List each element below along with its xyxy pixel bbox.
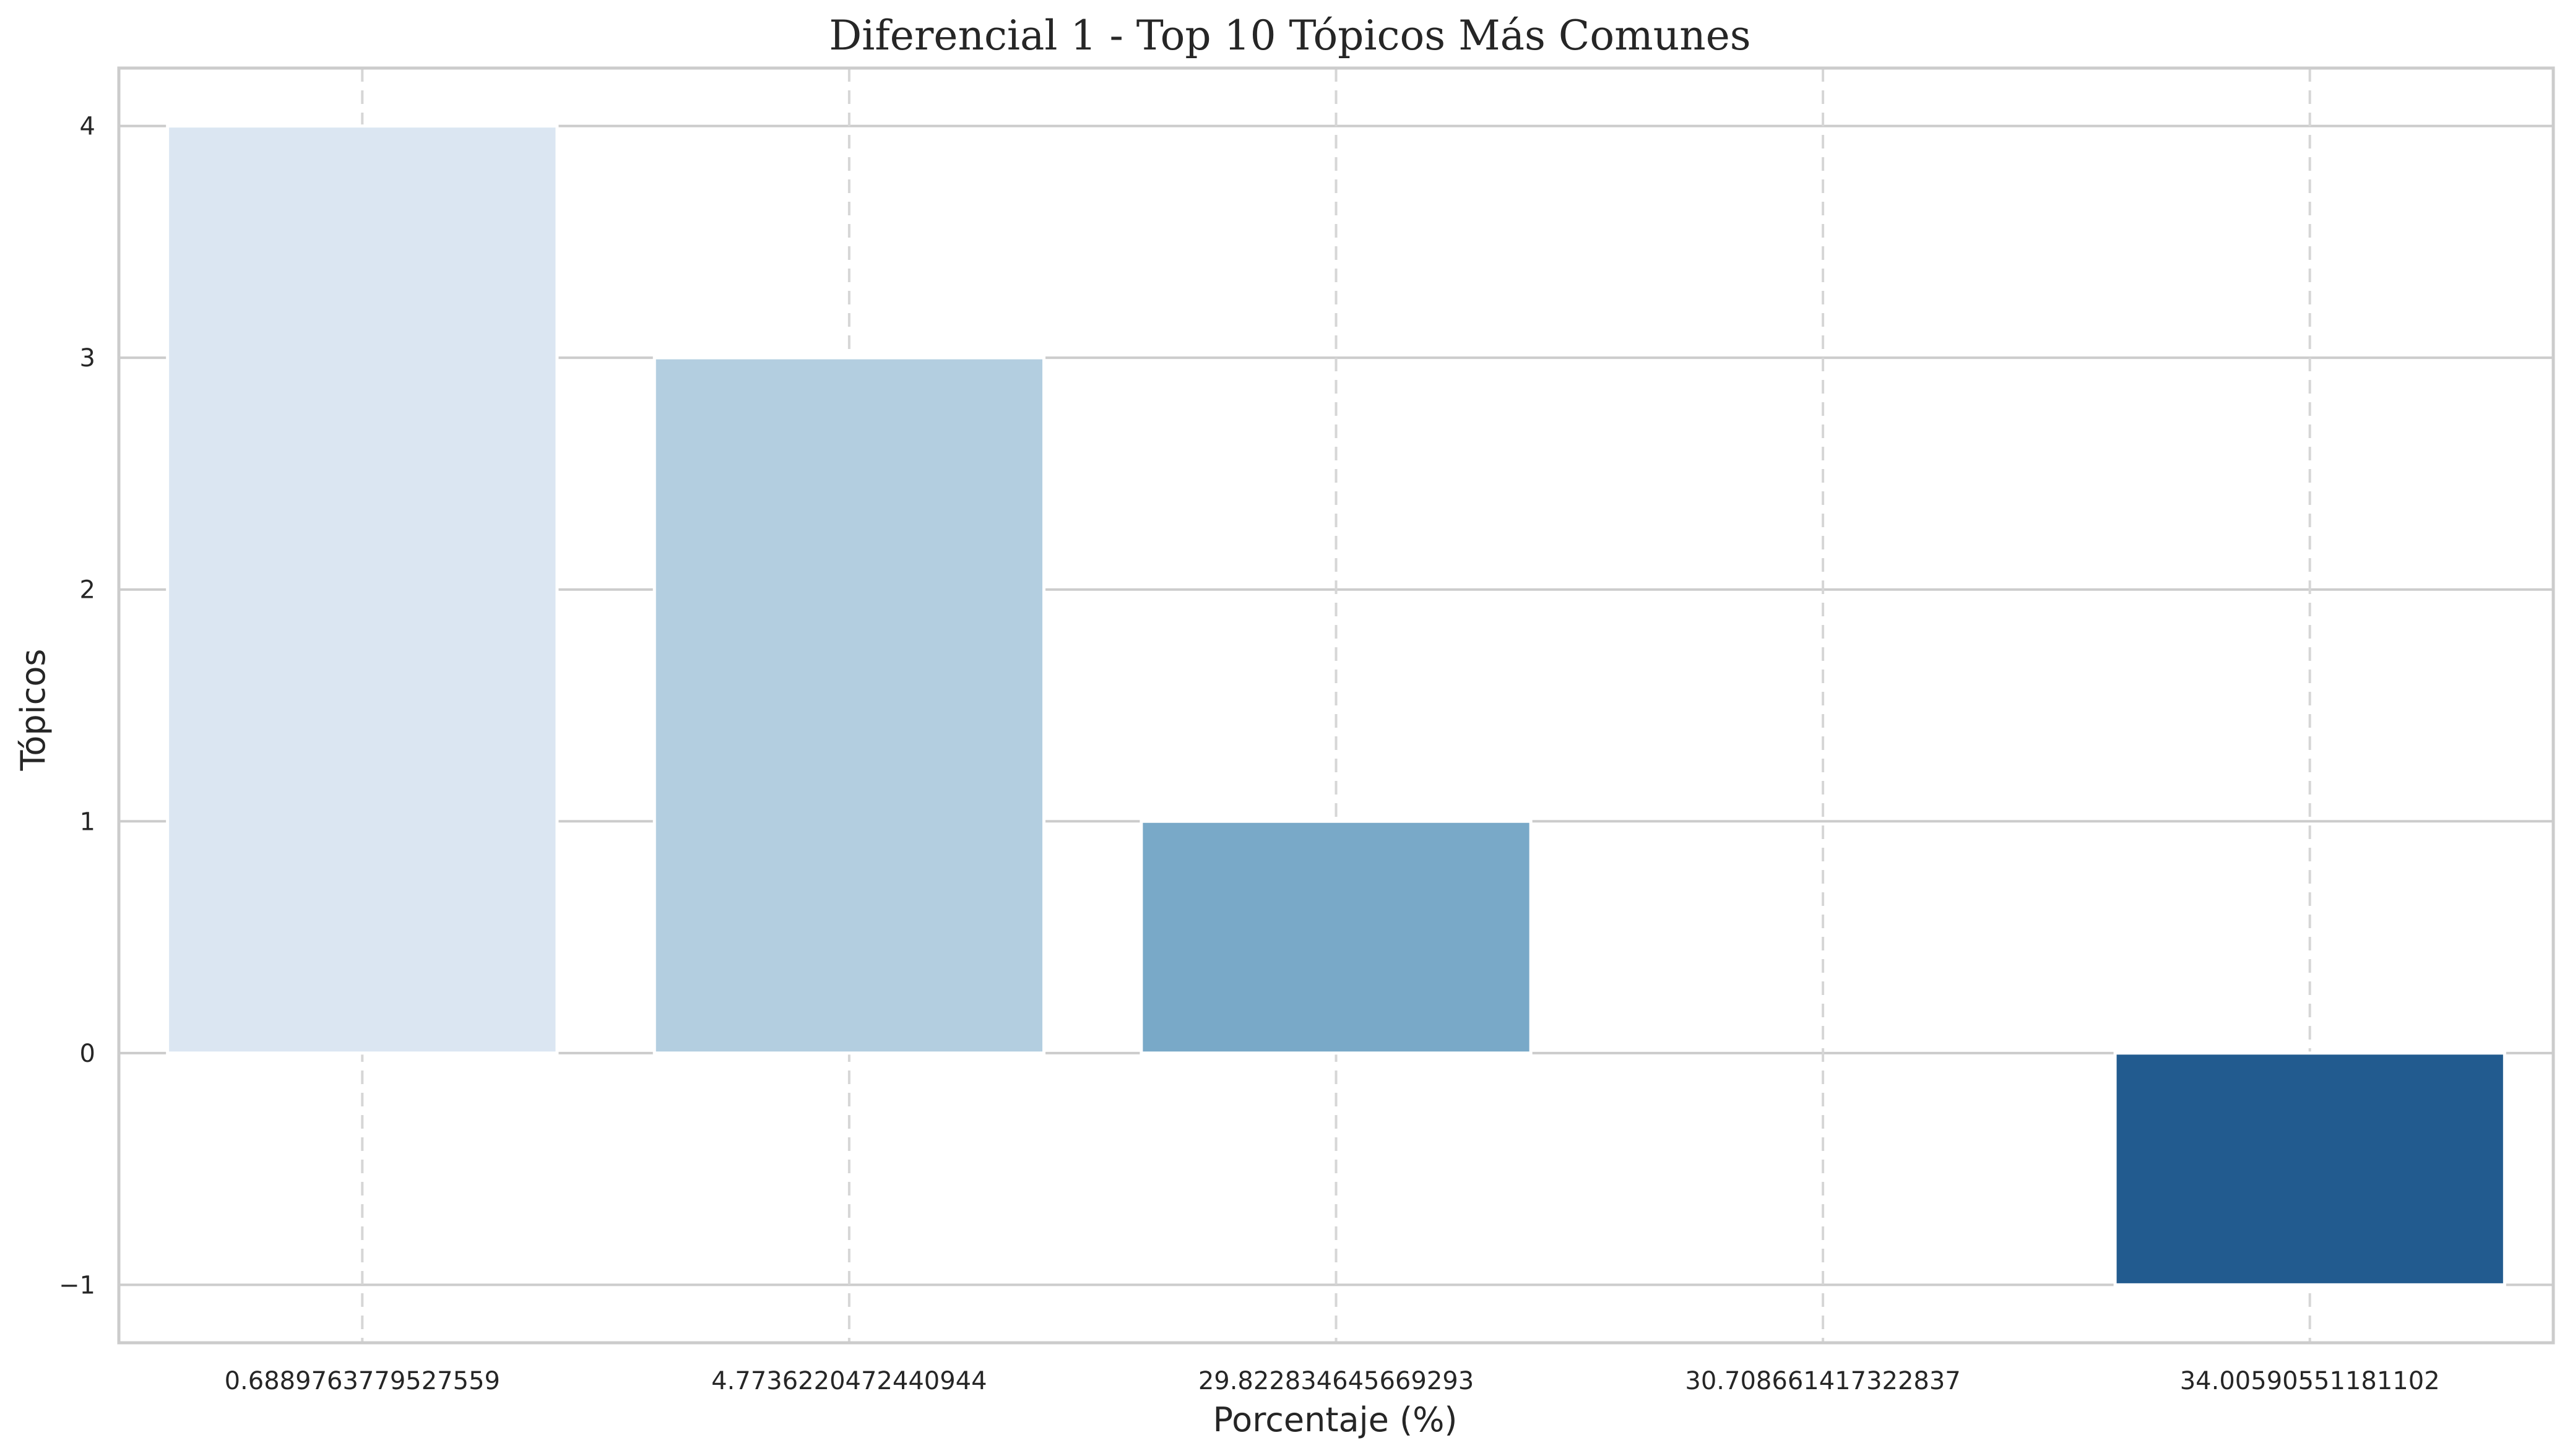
tick-labels: −1 0 1 2 3 4 0.6889763779527559 4.7736220472440… [59,113,2440,1395]
x-tick-label: 29.822834645669293 [1198,1367,1474,1395]
bar [652,356,1046,1055]
chart-title: Diferencial 1 - Top 10 Tópicos Más Comun… [829,12,1750,59]
y-axis-label: Tópicos [14,649,53,772]
y-tick-label: 3 [80,344,95,373]
x-tick-label: 0.6889763779527559 [225,1367,500,1395]
x-tick-label: 34.00590551181102 [2180,1367,2440,1395]
y-tick-label: 4 [80,113,95,141]
bar [2113,1051,2506,1286]
x-axis-label: Porcentaje (%) [1213,1400,1458,1439]
bar [166,124,559,1055]
y-tick-label: −1 [59,1271,95,1299]
bar [1140,819,1533,1055]
y-tick-label: 1 [80,808,95,836]
x-tick-label: 30.708661417322837 [1685,1367,1960,1395]
x-tick-label: 4.7736220472440944 [711,1367,987,1395]
y-tick-label: 0 [80,1040,95,1068]
y-tick-label: 2 [80,576,95,605]
plot-frame [117,66,2555,1345]
bars [166,124,2506,1286]
